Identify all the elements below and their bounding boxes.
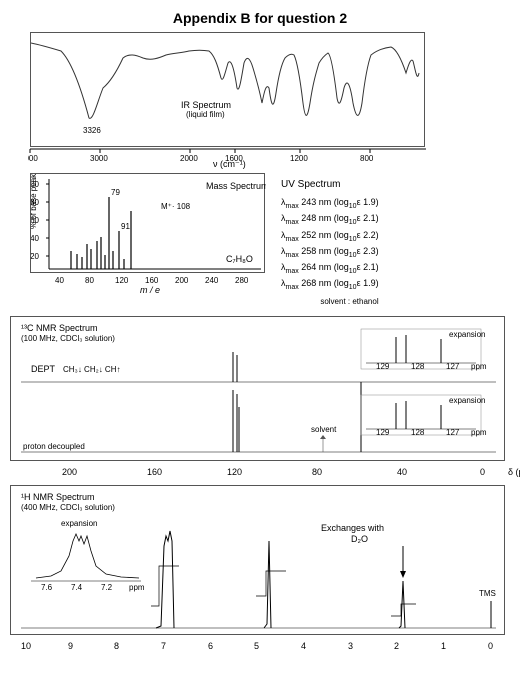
dept-label: DEPT [31, 364, 56, 374]
svg-text:80: 80 [312, 467, 322, 477]
svg-text:40: 40 [397, 467, 407, 477]
exch-label: Exchanges with [321, 523, 384, 533]
tms-label: TMS [479, 589, 496, 598]
ir-peak-label: 3326 [83, 126, 101, 135]
svg-text:160: 160 [147, 467, 162, 477]
svg-text:ppm: ppm [471, 362, 487, 371]
svg-text:7: 7 [161, 641, 166, 651]
svg-text:1200: 1200 [290, 154, 308, 163]
ms-xaxis: 40 80 120 160 200 240 280 m / e [30, 273, 265, 295]
svg-text:3: 3 [348, 641, 353, 651]
svg-text:40: 40 [55, 276, 64, 285]
svg-text:expansion: expansion [449, 330, 485, 339]
svg-text:expansion: expansion [449, 396, 485, 405]
svg-text:7.2: 7.2 [101, 583, 113, 592]
h1-exp: expansion 7.6 7.4 7.2 ppm [31, 519, 145, 592]
ir-panel: IR Spectrum (liquid film) 3326 [30, 32, 425, 147]
svg-text:280: 280 [235, 276, 249, 285]
svg-text:240: 240 [205, 276, 219, 285]
svg-text:ppm: ppm [471, 428, 487, 437]
svg-text:7.4: 7.4 [71, 583, 83, 592]
svg-text:0: 0 [488, 641, 493, 651]
svg-text:2000: 2000 [180, 154, 198, 163]
c13-exp1: expansion 129 128 127 ppm [361, 329, 487, 371]
h1-panel: ¹H NMR Spectrum (400 MHz, CDCl₃ solution… [10, 485, 505, 635]
svg-text:129: 129 [376, 428, 390, 437]
svg-text:expansion: expansion [61, 519, 97, 528]
uv-title: UV Spectrum [281, 177, 379, 192]
exch-sub: D₂O [351, 534, 368, 544]
c13-axis-label: δ (ppm) [508, 467, 520, 477]
svg-text:0: 0 [480, 467, 485, 477]
svg-text:91: 91 [121, 222, 130, 231]
ms-title: Mass Spectrum [206, 181, 266, 191]
uv-line: λmax 258 nm (log10ε 2.3) [281, 245, 379, 261]
ir-caption: IR Spectrum [181, 100, 231, 110]
svg-text:3000: 3000 [90, 154, 108, 163]
svg-text:10: 10 [21, 641, 31, 651]
uv-line: λmax 243 nm (log10ε 1.9) [281, 196, 379, 212]
svg-text:ppm: ppm [129, 583, 145, 592]
dept-sub: CH₃↓ CH₂↓ CH↑ [63, 365, 120, 374]
svg-text:4: 4 [301, 641, 306, 651]
c13-axis: 200 160 120 80 40 0 δ (ppm) [10, 461, 520, 481]
svg-text:1: 1 [441, 641, 446, 651]
svg-text:128: 128 [411, 362, 425, 371]
svg-text:9: 9 [68, 641, 73, 651]
ir-svg: IR Spectrum (liquid film) 3326 [31, 33, 426, 148]
c13-title: ¹³C NMR Spectrum [21, 323, 98, 333]
solvent-label: solvent [311, 425, 337, 434]
ms-xlabel: m / e [140, 285, 160, 295]
svg-text:40: 40 [31, 234, 40, 243]
svg-text:8: 8 [114, 641, 119, 651]
c13-exp2: expansion 129 128 127 ppm [361, 395, 487, 437]
svg-text:7.6: 7.6 [41, 583, 53, 592]
svg-text:79: 79 [111, 188, 120, 197]
uv-solvent: solvent : ethanol [281, 296, 379, 308]
uv-line: λmax 264 nm (log10ε 2.1) [281, 261, 379, 277]
svg-text:5: 5 [254, 641, 259, 651]
svg-text:60: 60 [31, 216, 40, 225]
c13-panel: ¹³C NMR Spectrum (100 MHz, CDCl₃ solutio… [10, 316, 505, 461]
ir-axis: 40003000200016001200800 ν (cm⁻¹) [28, 147, 448, 169]
svg-text:200: 200 [62, 467, 77, 477]
svg-text:127: 127 [446, 428, 460, 437]
svg-text:M⁺· 108: M⁺· 108 [161, 202, 191, 211]
uv-block: UV Spectrum λmax 243 nm (log10ε 1.9)λmax… [281, 173, 379, 308]
page-title: Appendix B for question 2 [10, 10, 510, 26]
svg-text:127: 127 [446, 362, 460, 371]
svg-text:80: 80 [31, 198, 40, 207]
uv-line: λmax 248 nm (log10ε 2.1) [281, 212, 379, 228]
svg-text:160: 160 [145, 276, 159, 285]
svg-text:80: 80 [85, 276, 94, 285]
c13-sub: (100 MHz, CDCl₃ solution) [21, 334, 115, 343]
h1-svg: ¹H NMR Spectrum (400 MHz, CDCl₃ solution… [11, 486, 506, 636]
pd-label: proton decoupled [23, 442, 85, 451]
svg-text:100: 100 [31, 180, 40, 189]
uv-line: λmax 252 nm (log10ε 2.2) [281, 229, 379, 245]
h1-title: ¹H NMR Spectrum [21, 492, 95, 502]
ms-svg: % of base peak 10080604020 7991M⁺· 108 M… [31, 174, 266, 274]
ir-sub: (liquid film) [186, 110, 225, 119]
svg-text:6: 6 [208, 641, 213, 651]
ms-panel: % of base peak 10080604020 7991M⁺· 108 M… [30, 173, 265, 273]
uv-line: λmax 268 nm (log10ε 1.9) [281, 277, 379, 293]
ms-formula: C₇H₈O [226, 254, 253, 264]
h1-axis: 109876543210 [10, 635, 510, 653]
svg-text:120: 120 [227, 467, 242, 477]
svg-text:200: 200 [175, 276, 189, 285]
svg-text:128: 128 [411, 428, 425, 437]
svg-text:129: 129 [376, 362, 390, 371]
c13-svg: ¹³C NMR Spectrum (100 MHz, CDCl₃ solutio… [11, 317, 506, 462]
svg-text:20: 20 [31, 252, 40, 261]
ir-axis-label: ν (cm⁻¹) [213, 159, 246, 169]
svg-text:120: 120 [115, 276, 129, 285]
svg-text:2: 2 [394, 641, 399, 651]
h1-sub: (400 MHz, CDCl₃ solution) [21, 503, 115, 512]
svg-text:800: 800 [360, 154, 374, 163]
svg-text:4000: 4000 [28, 154, 38, 163]
